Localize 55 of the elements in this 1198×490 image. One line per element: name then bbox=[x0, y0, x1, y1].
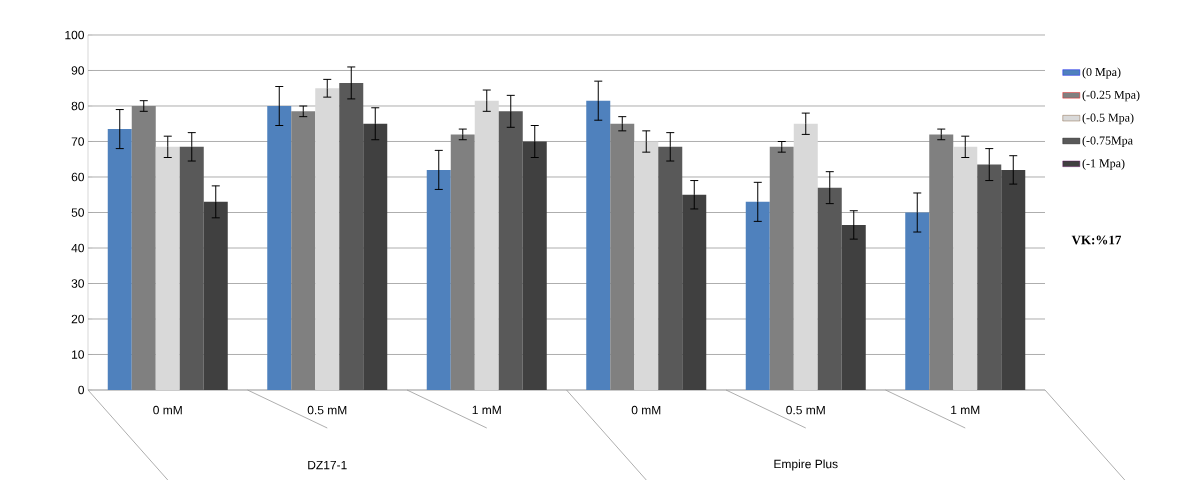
y-tick-label: 70 bbox=[71, 137, 85, 146]
bar bbox=[363, 123, 388, 390]
bar bbox=[769, 146, 794, 390]
y-tick-label: 0 bbox=[78, 385, 85, 395]
y-tick-label: 100 bbox=[65, 30, 84, 40]
x-tick-label: 1 mM bbox=[472, 405, 501, 415]
y-tick-label: 20 bbox=[71, 314, 85, 324]
bar bbox=[634, 141, 659, 390]
y-tick-label: 90 bbox=[71, 66, 85, 75]
bar bbox=[745, 201, 770, 390]
text: DZ17-1 bbox=[308, 460, 347, 470]
bar bbox=[155, 146, 180, 390]
legend-label: (-1 Mpa) bbox=[1082, 158, 1125, 170]
bar bbox=[682, 194, 707, 390]
legend-label: (-0.75Mpa bbox=[1082, 136, 1133, 147]
y-tick-label: 60 bbox=[71, 172, 85, 182]
bar bbox=[474, 100, 499, 390]
bar bbox=[498, 111, 523, 390]
bar bbox=[203, 201, 228, 390]
y-tick-label: 10 bbox=[72, 350, 85, 359]
x-tick-label: 0.5 mM bbox=[786, 405, 825, 415]
legend-label: (-0.25 Mpa) bbox=[1082, 90, 1140, 102]
bar bbox=[953, 146, 978, 390]
bar bbox=[131, 106, 156, 390]
x-tick-label: 1 mM bbox=[951, 405, 980, 415]
y-tick-label: 80 bbox=[71, 101, 85, 111]
y-tick-label: 40 bbox=[71, 243, 85, 253]
text: Empire Plus bbox=[774, 459, 838, 471]
x-tick-label: 0.5 mM bbox=[307, 405, 347, 415]
bar bbox=[107, 129, 132, 390]
bar bbox=[793, 123, 818, 390]
bar bbox=[291, 111, 316, 390]
bar bbox=[426, 169, 451, 390]
bar bbox=[610, 123, 635, 390]
bar bbox=[586, 100, 611, 390]
bar bbox=[179, 146, 204, 390]
bar bbox=[929, 134, 954, 390]
bar bbox=[817, 187, 842, 390]
text: VK:%17 bbox=[1071, 235, 1122, 245]
x-tick-label: 0 mM bbox=[153, 405, 182, 415]
y-tick-label: 50 bbox=[71, 208, 85, 217]
bar bbox=[450, 134, 475, 390]
bar bbox=[658, 146, 683, 390]
bar bbox=[339, 82, 364, 390]
bar bbox=[905, 212, 930, 390]
bar bbox=[977, 164, 1002, 390]
legend-label: (-0.5 Mpa) bbox=[1082, 113, 1134, 125]
bar bbox=[267, 106, 292, 390]
bar bbox=[315, 88, 340, 390]
x-tick-label: 0 mM bbox=[631, 405, 661, 415]
legend-label: (0 Mpa) bbox=[1082, 67, 1121, 79]
bar bbox=[841, 224, 866, 390]
bar bbox=[522, 141, 547, 390]
y-tick-label: 30 bbox=[71, 279, 85, 288]
bar bbox=[1001, 169, 1026, 390]
